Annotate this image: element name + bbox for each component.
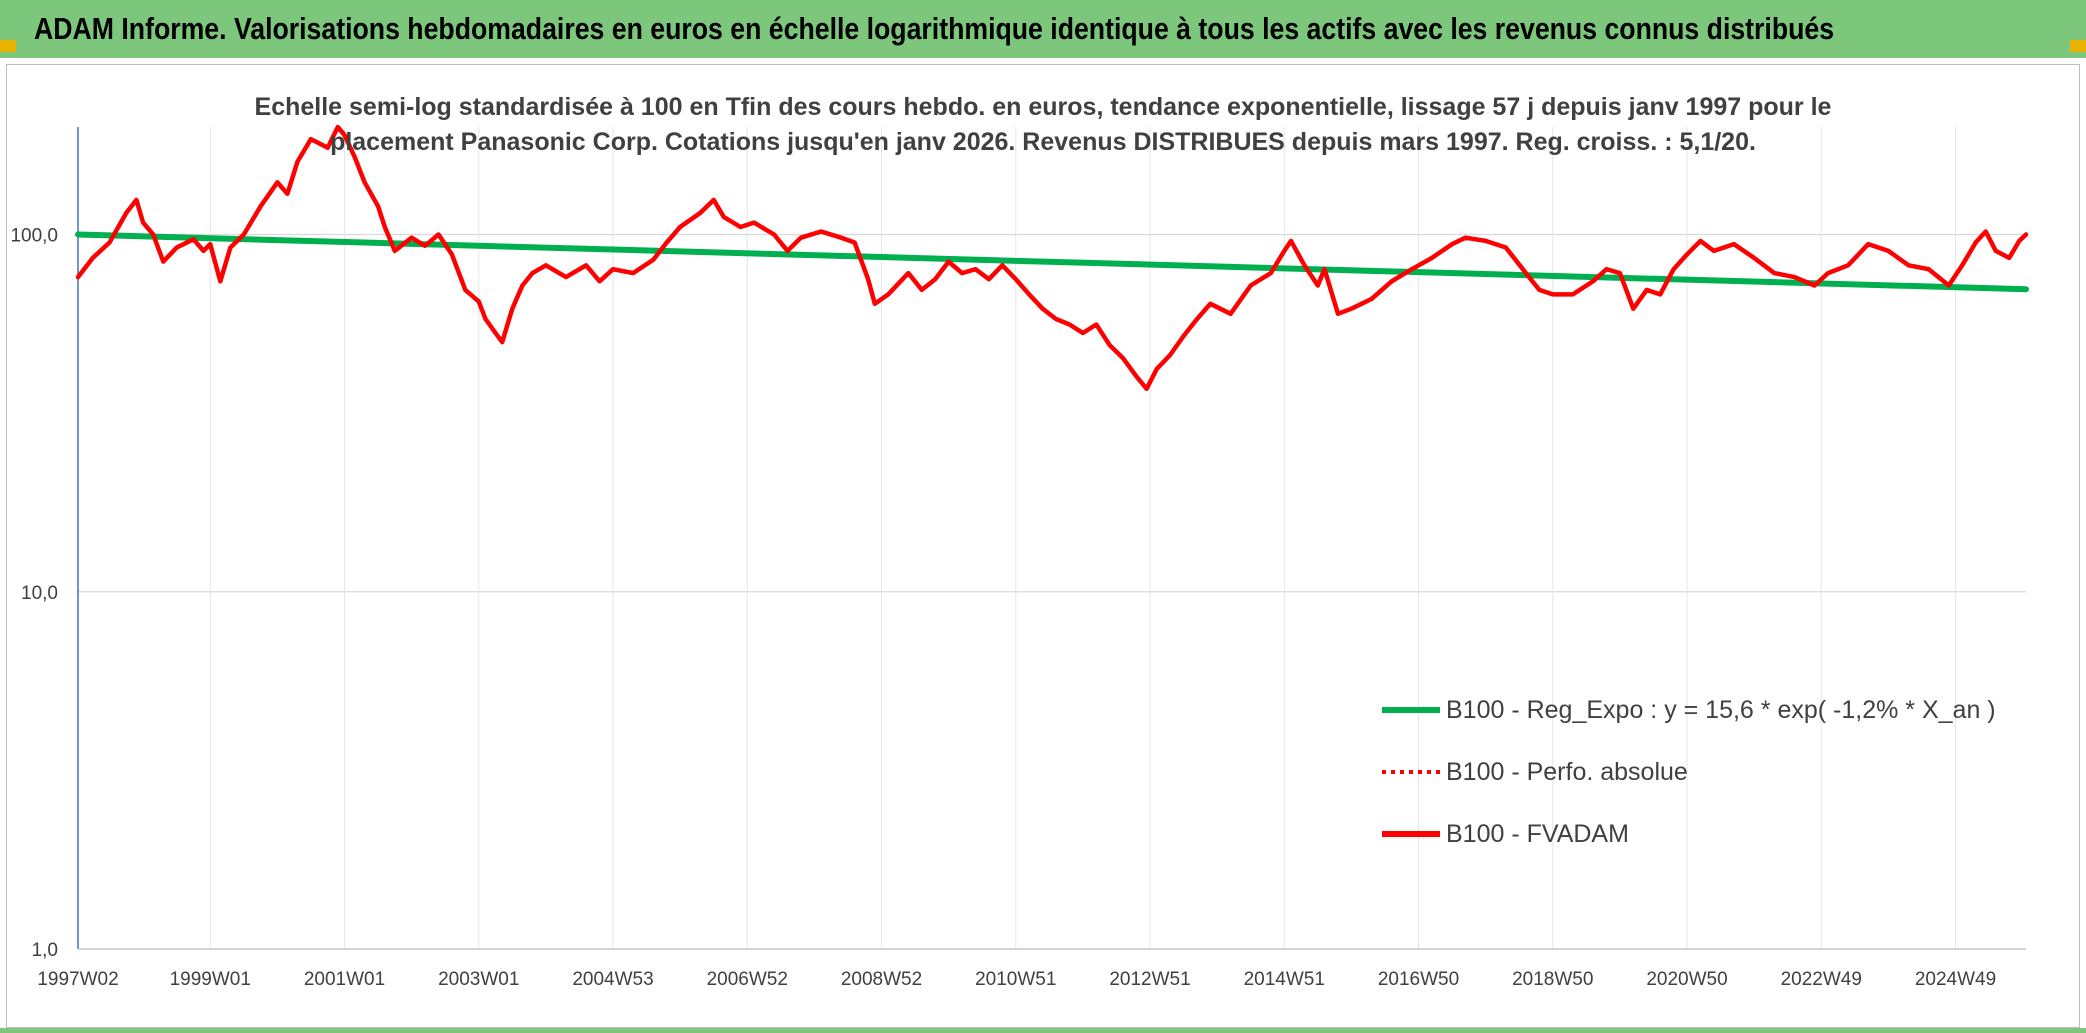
chart-frame xyxy=(6,64,2080,1028)
x-tick-label: 2010W51 xyxy=(975,969,1056,990)
legend-label-1: B100 - Perfo. absolue xyxy=(1446,758,1688,786)
chart-title-line: placement Panasonic Corp. Cotations jusq… xyxy=(330,128,1756,156)
axes: 1,0 10,0 100,0 1997W02 1999W01 2001W01 2003W01… xyxy=(10,127,2026,990)
x-tick-label: 2004W53 xyxy=(572,969,653,990)
legend: B100 - Reg_Expo : y = 15,6 * exp( -1,2% … xyxy=(1382,696,1996,848)
x-tick-label: 2014W51 xyxy=(1244,969,1325,990)
gridlines xyxy=(77,127,2026,950)
corner-marker-right xyxy=(2070,40,2086,52)
series-line-2 xyxy=(75,124,2029,392)
legend-label-0: B100 - Reg_Expo : y = 15,6 * exp( -1,2% … xyxy=(1446,696,1996,724)
x-tick-label: 2003W01 xyxy=(438,969,519,990)
x-tick-label: 2001W01 xyxy=(304,969,385,990)
x-tick-label: 2024W49 xyxy=(1915,969,1996,990)
x-tick-label: 2022W49 xyxy=(1781,969,1862,990)
x-tick-label: 2020W50 xyxy=(1646,969,1727,990)
bottom-strip xyxy=(0,1028,2086,1033)
header-bar: ADAM Informe. Valorisations hebdomadaire… xyxy=(0,0,2086,58)
y-tick-label: 10,0 xyxy=(21,583,58,604)
legend-label-2: B100 - FVADAM xyxy=(1446,820,1629,848)
series-layer xyxy=(75,124,2029,392)
x-tick-label: 2016W50 xyxy=(1378,969,1459,990)
x-tick-label: 2008W52 xyxy=(841,969,922,990)
x-tick-label: 1997W02 xyxy=(37,969,118,990)
corner-marker-left xyxy=(0,40,16,52)
y-tick-label: 100,0 xyxy=(10,226,58,247)
y-tick-label: 1,0 xyxy=(32,940,58,961)
x-tick-label: 2006W52 xyxy=(707,969,788,990)
chart-title: Echelle semi-log standardisée à 100 en T… xyxy=(255,93,1832,156)
chart-title-line: Echelle semi-log standardisée à 100 en T… xyxy=(255,93,1832,121)
x-tick-label: 1999W01 xyxy=(170,969,251,990)
x-tick-label: 2012W51 xyxy=(1109,969,1190,990)
page-title: ADAM Informe. Valorisations hebdomadaire… xyxy=(34,11,1835,46)
x-tick-label: 2018W50 xyxy=(1512,969,1593,990)
